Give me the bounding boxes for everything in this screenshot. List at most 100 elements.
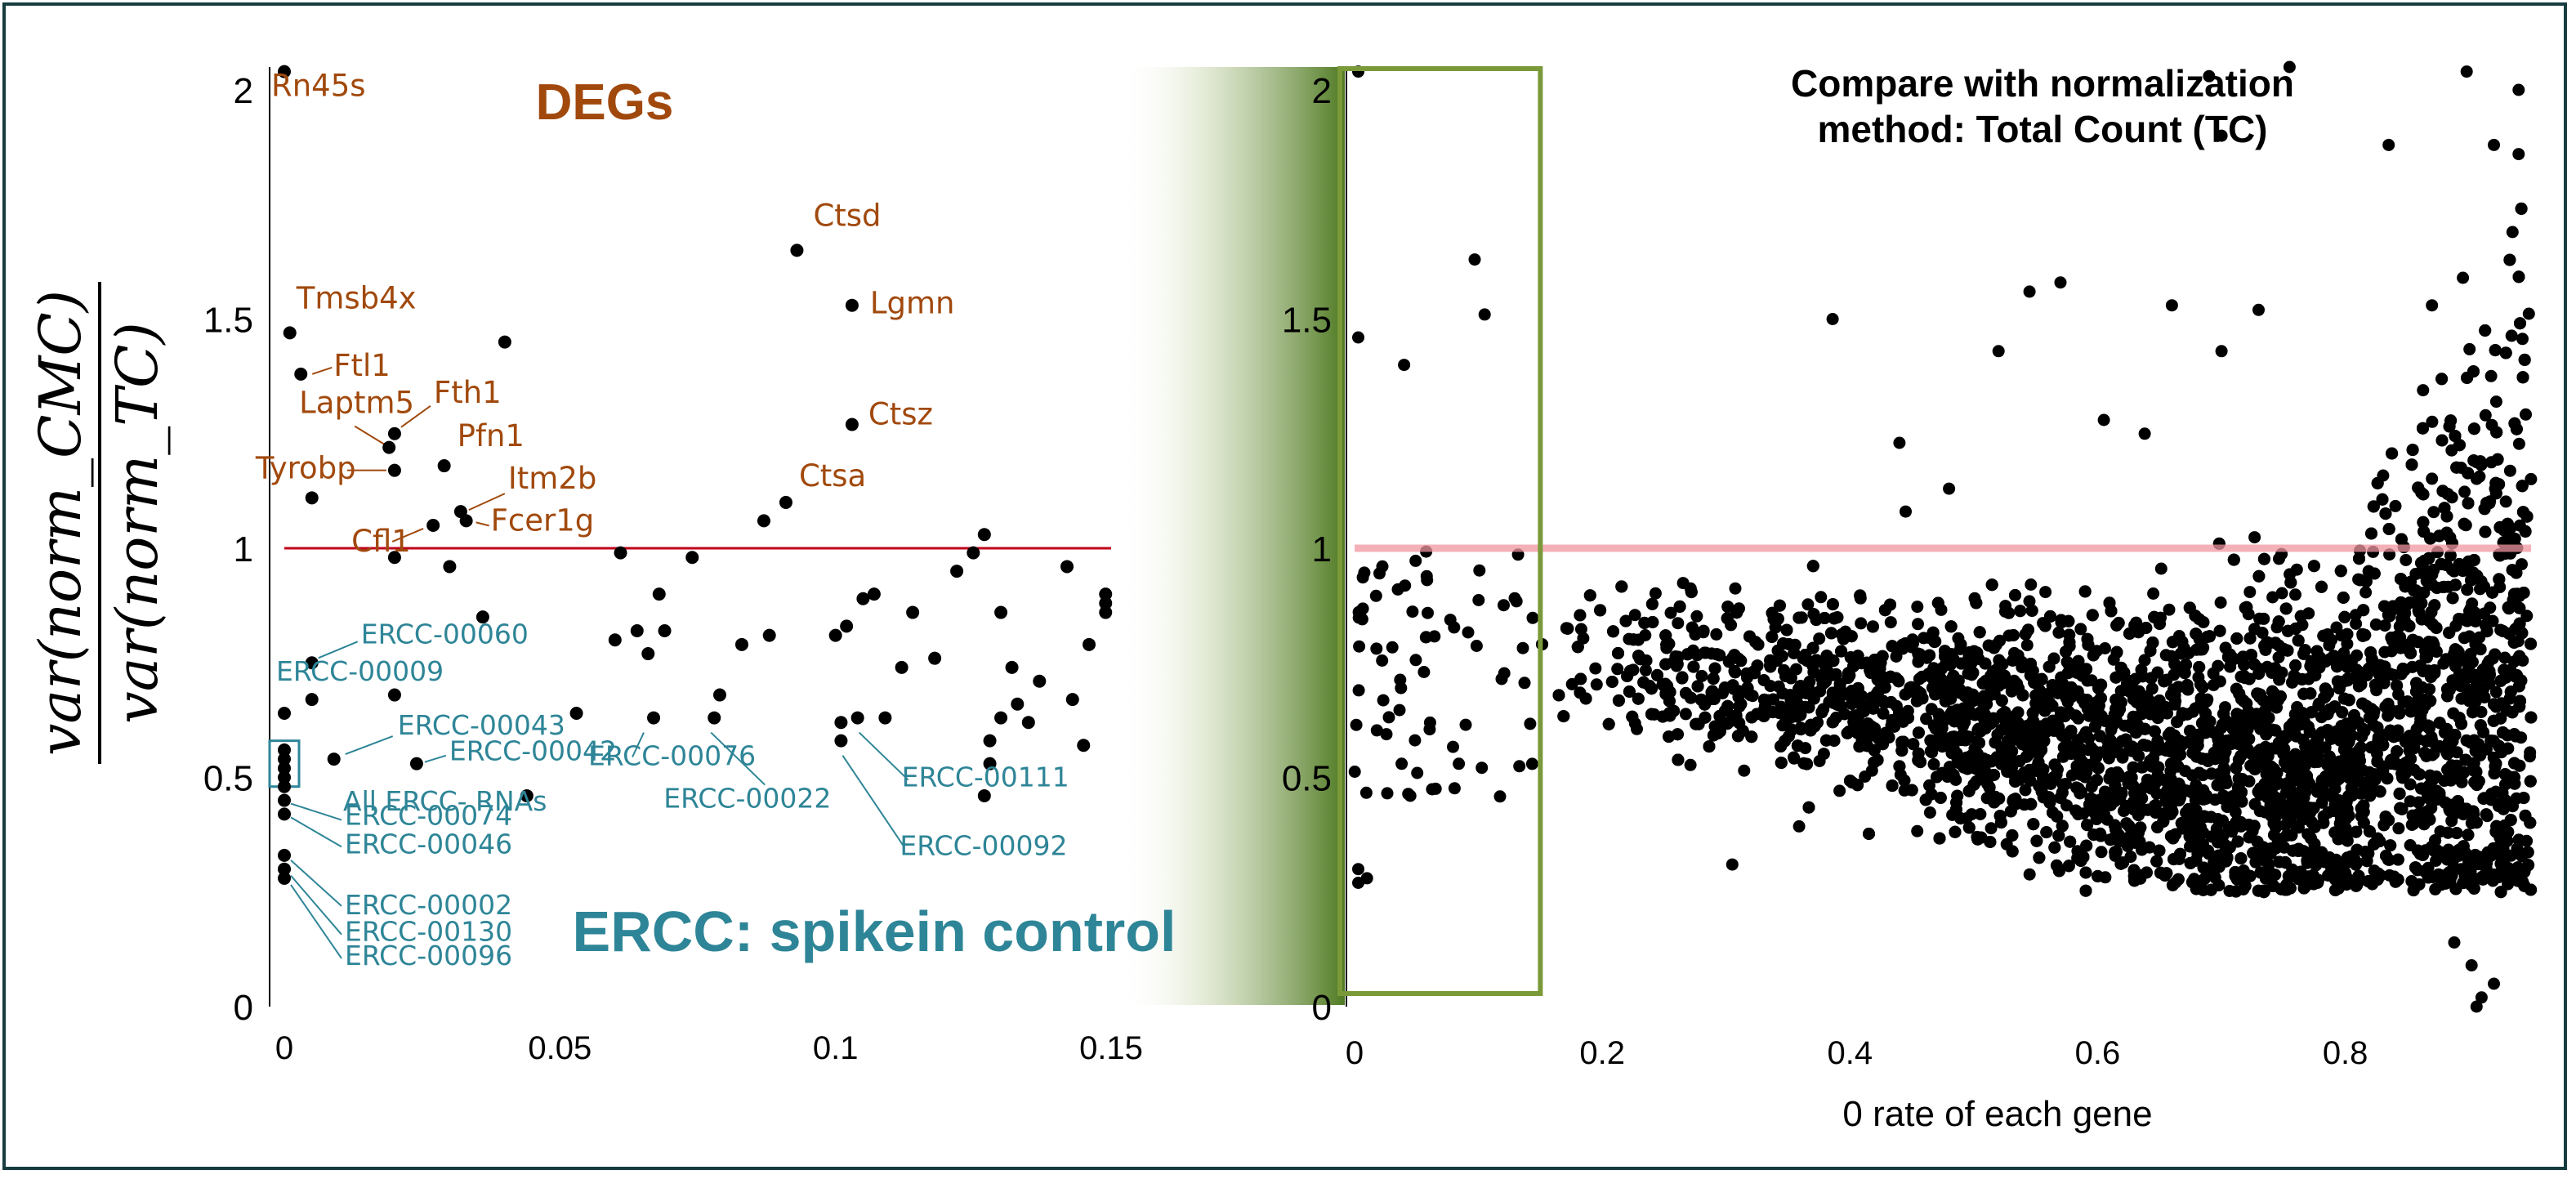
right-data-point	[2341, 637, 2354, 650]
left-data-point	[712, 688, 726, 702]
left-point-label: Ctsa	[799, 458, 866, 493]
left-y-tick-label: 0	[234, 988, 253, 1028]
left-data-point	[614, 546, 627, 560]
right-data-point	[2498, 651, 2511, 664]
left-data-point	[382, 440, 396, 454]
right-data-point	[1801, 598, 1815, 611]
left-label-leader	[290, 884, 342, 959]
right-data-point	[2499, 495, 2512, 508]
left-data-point	[278, 871, 291, 885]
left-data-point	[283, 326, 297, 340]
right-data-point	[1859, 770, 1872, 783]
right-data-point	[2214, 596, 2227, 609]
right-data-point	[2525, 472, 2538, 485]
left-point-label: Ftl1	[333, 348, 391, 383]
left-data-point	[305, 491, 319, 505]
right-data-point	[2248, 623, 2261, 636]
right-data-point	[1628, 609, 1641, 622]
left-data-point	[779, 495, 792, 509]
right-data-point	[2444, 549, 2457, 562]
left-data-point	[840, 619, 854, 633]
left-point-label: Tmsb4x	[296, 280, 417, 315]
left-data-point	[443, 560, 457, 574]
left-label-leader	[858, 731, 909, 781]
left-point-label: Fth1	[434, 375, 502, 410]
left-y-axis-label: var(norm_CMC) var(norm_TC)	[27, 282, 171, 764]
right-data-point	[1590, 678, 1603, 691]
right-data-point	[1884, 616, 1897, 629]
left-point-label: ERCC-00009	[276, 655, 444, 687]
left-data-point	[878, 711, 892, 725]
right-data-point	[2163, 603, 2176, 616]
right-data-point	[2479, 409, 2492, 422]
left-label-leader	[354, 425, 385, 445]
right-data-point	[2524, 750, 2536, 763]
right-x-tick-label: 0.8	[2323, 1035, 2368, 1071]
left-point-label: ERCC-00111	[902, 761, 1069, 793]
left-data-point	[762, 628, 776, 642]
left-point-label: Ctsd	[813, 198, 881, 233]
left-label-leader	[400, 404, 431, 428]
left-point-label: ERCC-00092	[900, 830, 1067, 862]
left-data-point	[734, 637, 748, 651]
right-data-point	[2212, 659, 2225, 672]
left-data-point	[867, 587, 881, 601]
left-data-point	[828, 628, 842, 642]
left-data-point	[278, 65, 291, 78]
right-data-point	[2427, 506, 2440, 519]
right-data-point	[2417, 384, 2430, 397]
right-data-point	[1917, 632, 1931, 645]
right-data-point	[2020, 639, 2034, 652]
left-point-label: Lgmn	[870, 286, 955, 321]
left-data-point	[647, 711, 661, 725]
right-data-point	[1993, 634, 2007, 647]
right-data-point	[2025, 578, 2038, 591]
left-data-point	[856, 592, 870, 605]
right-y-tick-label: 0	[1312, 988, 1332, 1028]
left-data-point	[790, 243, 804, 257]
right-data-point	[2490, 426, 2503, 439]
left-point-label: Cfl1	[351, 524, 411, 559]
left-scatter-panel: 00.511.52 0 0.05 0.1 0.15 Rn45sTmsb4xFtl1La…	[27, 65, 1176, 1066]
left-data-point	[305, 656, 319, 670]
left-data-point	[278, 862, 291, 876]
right-data-point	[2389, 499, 2402, 512]
right-data-point	[2138, 654, 2151, 667]
right-data-point	[2257, 612, 2270, 625]
right-data-point	[2095, 846, 2108, 859]
right-data-point	[2290, 563, 2303, 576]
right-data-point	[1574, 623, 1587, 636]
right-data-point	[1827, 716, 1839, 729]
right-data-point	[2275, 587, 2288, 600]
right-data-point	[1611, 663, 1624, 676]
right-data-point	[1649, 587, 1662, 600]
left-point-label: Tyrobp	[255, 451, 356, 486]
left-y-tick-label: 1.5	[203, 301, 253, 341]
right-data-point	[1695, 669, 1708, 682]
ercc-box-label: All ERCC- RNAs	[343, 785, 547, 817]
left-data-point	[994, 605, 1008, 619]
right-data-point	[2463, 342, 2476, 355]
left-x-tick-labels: 0 0.05 0.1 0.15	[275, 1030, 1143, 1066]
right-data-point	[2458, 485, 2471, 498]
right-data-point	[1927, 757, 1940, 770]
right-data-points	[1348, 60, 2538, 1013]
right-data-point	[1788, 752, 1801, 765]
left-point-label: ERCC-00060	[361, 618, 529, 650]
left-data-point	[977, 788, 991, 802]
right-data-point	[2074, 623, 2087, 636]
left-data-point	[1099, 587, 1113, 601]
left-data-point	[1011, 697, 1025, 711]
right-data-point	[2475, 706, 2488, 718]
left-data-point	[845, 298, 859, 312]
left-data-point	[475, 610, 489, 624]
right-data-point	[2052, 626, 2065, 639]
right-data-point	[1757, 674, 1770, 686]
right-data-point	[2023, 868, 2036, 881]
right-data-point	[2520, 408, 2532, 421]
left-data-point	[1099, 596, 1113, 610]
right-data-point	[2512, 437, 2525, 450]
